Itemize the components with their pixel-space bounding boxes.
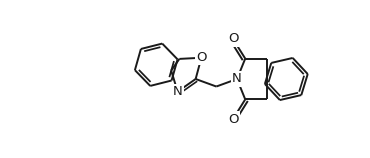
Text: O: O bbox=[228, 112, 239, 126]
Text: O: O bbox=[228, 32, 239, 46]
Text: N: N bbox=[173, 85, 182, 98]
Text: N: N bbox=[232, 73, 242, 85]
Text: O: O bbox=[196, 51, 206, 64]
